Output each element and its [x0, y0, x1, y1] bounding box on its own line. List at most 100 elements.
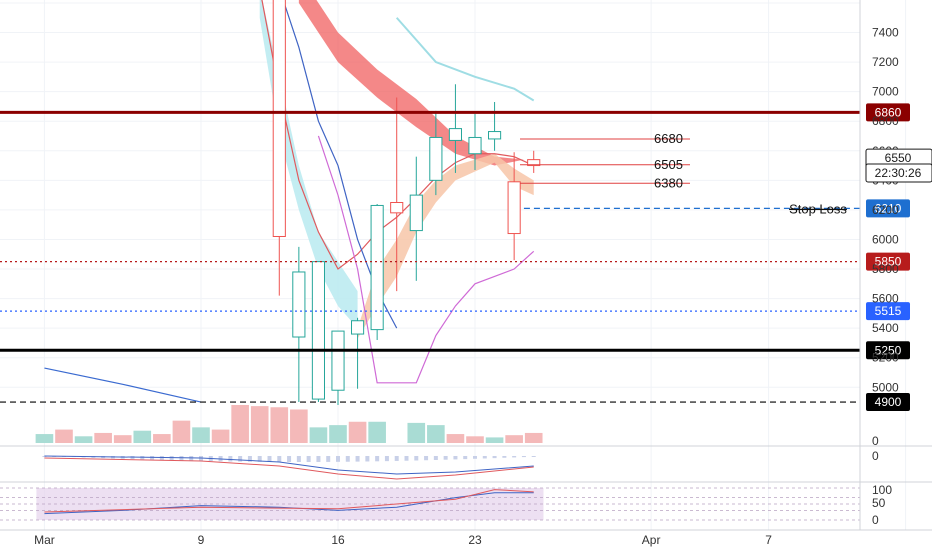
macd-histogram-bar — [404, 456, 409, 461]
volume-bar — [133, 430, 152, 443]
price-tick: 7400 — [872, 26, 899, 40]
candle-body — [507, 181, 521, 235]
macd-histogram-bar — [502, 456, 507, 458]
macd-histogram-bar — [287, 456, 292, 462]
macd-histogram-bar — [296, 456, 301, 462]
price-badge-label: 22:30:26 — [875, 166, 922, 180]
price-tick: 5400 — [872, 321, 899, 335]
macd-histogram-bar — [238, 456, 243, 462]
macd-histogram-bar — [531, 456, 536, 457]
macd-histogram-bar — [521, 456, 526, 458]
price-badge-label: 6550 — [885, 151, 912, 165]
macd-histogram-bar — [336, 456, 340, 462]
price-tick: 7000 — [872, 85, 899, 99]
macd-histogram-bar — [365, 456, 370, 462]
level-badge-label: 6210 — [875, 201, 902, 215]
volume-bar — [368, 421, 386, 443]
candles — [272, 0, 541, 405]
volume-bar — [270, 407, 289, 443]
candle-body — [351, 320, 365, 335]
volume-bar — [231, 405, 249, 443]
level-badge — [866, 103, 910, 122]
time-tick: 23 — [468, 533, 482, 547]
rsi-tick: 100 — [872, 483, 892, 497]
macd-histogram-bar — [247, 456, 252, 462]
candle-body — [527, 159, 541, 167]
ribbon-cyan — [259, 0, 358, 329]
level-badge-label: 5250 — [875, 343, 902, 357]
macd-histogram-bar — [257, 456, 262, 462]
level-badge-label: 6860 — [875, 105, 902, 119]
price-pane — [0, 0, 907, 530]
macd-histogram-bar — [316, 456, 321, 462]
macd-histogram-bar — [473, 456, 477, 459]
target-label: 6680 — [654, 131, 683, 146]
candle-body — [488, 131, 502, 140]
volume-bar — [505, 435, 523, 443]
macd-histogram-bar — [453, 456, 458, 460]
volume-bar — [74, 436, 93, 443]
candle-body — [272, 0, 286, 237]
level-badge — [866, 302, 910, 321]
volume-bar — [172, 420, 191, 443]
candle-body — [429, 136, 443, 181]
overlay-lines — [44, 0, 535, 403]
ribbon-red — [298, 0, 524, 166]
horizontal-levels: 6860 5850 5515 5250 4900 6210 Stop Loss 6680 650… — [0, 103, 910, 412]
price-tick: 6200 — [872, 203, 899, 217]
candle-body — [390, 202, 404, 214]
level-badge — [866, 199, 910, 218]
time-tick: Mar — [34, 533, 55, 547]
macd-histogram-bar — [228, 456, 233, 462]
level-badge — [866, 341, 910, 360]
candle-body — [370, 204, 384, 331]
volume-bar — [113, 435, 132, 443]
rsi-tick: 50 — [872, 496, 886, 510]
candle-body — [468, 136, 482, 155]
candle-body — [409, 194, 423, 232]
macd-histogram-bar — [433, 456, 438, 460]
macd-histogram-bar — [277, 456, 282, 462]
volume-bar — [348, 421, 367, 443]
price-tick: 5000 — [872, 380, 899, 394]
macd-histogram-bar — [443, 456, 448, 460]
volume-bar — [524, 432, 543, 443]
macd-histogram-bar — [267, 456, 272, 462]
level-badge — [866, 393, 910, 412]
volume-bar — [485, 437, 504, 443]
volume-bar — [192, 427, 210, 443]
indicator-line — [317, 135, 535, 384]
volume-bar — [466, 436, 484, 443]
volume-bar — [153, 434, 171, 443]
price-tick: 5600 — [872, 292, 899, 306]
time-tick: 16 — [331, 533, 345, 547]
volume-bar — [407, 422, 426, 443]
target-label: 6380 — [654, 175, 683, 190]
volume-bar — [309, 427, 328, 443]
signal-line — [44, 457, 534, 480]
volume-bar — [94, 432, 112, 443]
volume-bar — [446, 434, 465, 443]
macd-pane: 0 — [0, 449, 932, 483]
level-badge-label: 5515 — [875, 304, 902, 318]
candle-body — [448, 128, 462, 141]
macd-histogram-bar — [512, 456, 517, 458]
price-tick: 7200 — [872, 55, 899, 69]
macd-histogram-bar — [306, 456, 311, 462]
target-label: 6505 — [654, 157, 683, 172]
ribbon-orange — [357, 153, 534, 339]
price-tick: 5800 — [872, 262, 899, 276]
macd-histogram-bar — [345, 456, 350, 462]
macd-histogram-bar — [326, 456, 331, 462]
volume-bar — [329, 425, 347, 443]
volume-bar — [250, 406, 269, 443]
time-tick: 7 — [765, 533, 772, 547]
macd-histogram-bar — [375, 456, 380, 462]
macd-histogram-bar — [394, 456, 399, 461]
volume-bar — [55, 429, 73, 443]
macd-histogram-bar — [355, 456, 360, 462]
macd-histogram-bar — [424, 456, 429, 461]
rsi-signal-line — [44, 489, 534, 513]
